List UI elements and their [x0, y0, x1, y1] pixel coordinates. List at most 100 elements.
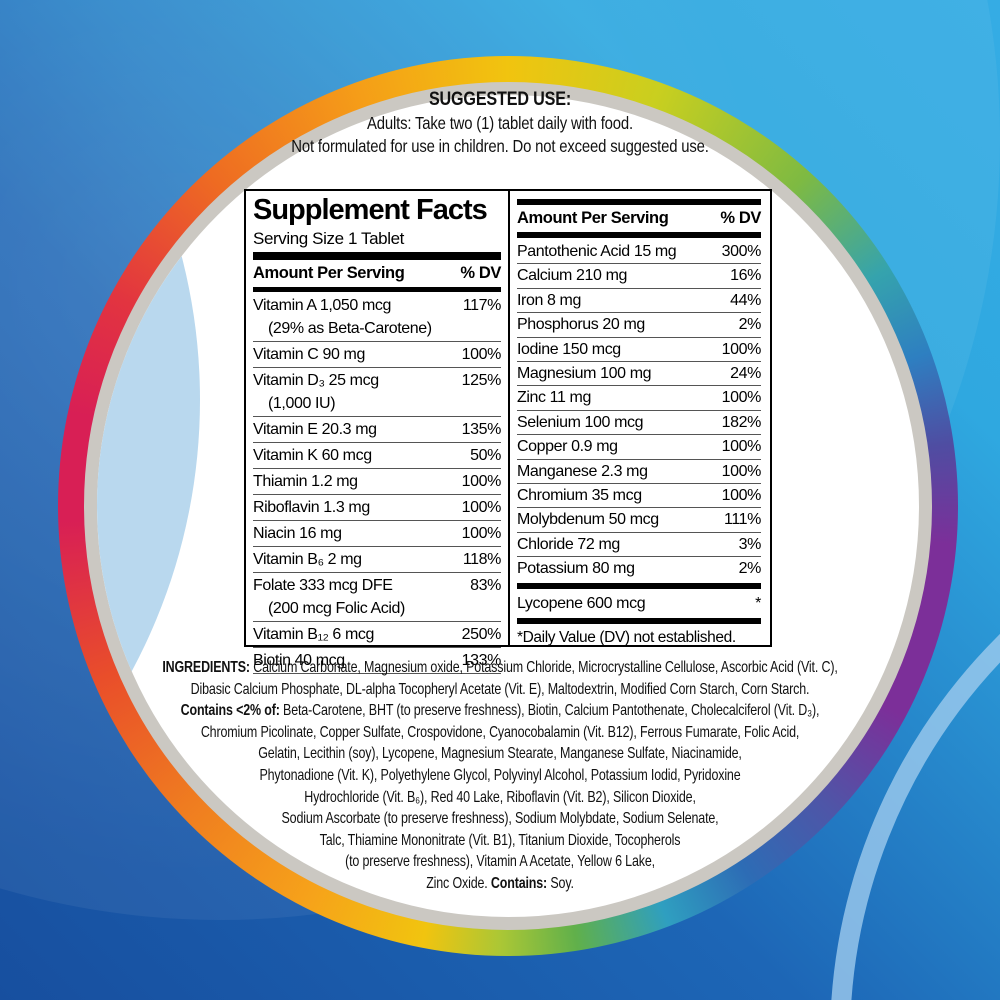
nutrient-name: Manganese 2.3 mg: [517, 462, 648, 480]
ingredients-line: Chromium Picolinate, Copper Sulfate, Cro…: [200, 723, 800, 741]
ingredients-line: Talc, Thiamine Mononitrate (Vit. B1), Ti…: [319, 831, 681, 849]
header-dv: % DV: [460, 264, 501, 282]
nutrient-dv: 100%: [721, 389, 762, 407]
ingredients-line: Gelatin, Lecithin (soy), Lycopene, Magne…: [258, 745, 742, 763]
serving-size: Serving Size 1 Tablet: [253, 229, 404, 248]
nutrient-name: Chloride 72 mg: [517, 535, 620, 553]
table-row: Potassium 80 mg 2%: [517, 557, 761, 580]
column-header: Amount Per Serving % DV: [517, 207, 761, 230]
table-row: Thiamin 1.2 mg 100%: [253, 469, 501, 495]
ingredients-line: Dibasic Calcium Phosphate, DL-alpha Toco…: [190, 680, 810, 698]
table-row: Niacin 16 mg 100%: [253, 521, 501, 547]
nutrient-name: Vitamin A 1,050 mcg: [253, 297, 391, 314]
table-row: Selenium 100 mcg 182%: [517, 411, 761, 436]
nutrient-name: Vitamin K 60 mcg: [253, 447, 372, 464]
divider-bar: [517, 582, 761, 589]
nutrient-name: Thiamin 1.2 mg: [253, 473, 358, 490]
nutrient-name: Zinc 11 mg: [517, 389, 591, 407]
table-row: Pantothenic Acid 15 mg 300%: [517, 240, 762, 265]
nutrient-dv: 16%: [730, 267, 761, 285]
ingredients-line: Contains <2% of: Beta-Carotene, BHT (to …: [180, 702, 820, 720]
table-row: Calcium 210 mg 16%: [517, 264, 761, 289]
nutrient-name: Phosphorus 20 mg: [517, 316, 645, 334]
nutrient-dv: 100%: [721, 340, 762, 358]
divider-bar: [517, 617, 761, 624]
nutrient-dv: 111%: [724, 511, 761, 529]
nutrient-name: Potassium 80 mg: [517, 560, 635, 578]
ingredients-line: Hydrochloride (Vit. B₆), Red 40 Lake, Ri…: [304, 788, 696, 806]
nutrient-name: Folate 333 mcg DFE: [253, 577, 393, 594]
divider-bar: [253, 252, 501, 260]
nutrient-dv: 250%: [461, 626, 502, 643]
supplement-facts-panel: Supplement Facts Serving Size 1 Tablet A…: [244, 189, 772, 674]
nutrient-dv: 2%: [738, 560, 762, 578]
nutrient-name: Vitamin E 20.3 mg: [253, 421, 377, 438]
nutrient-dv: 117%: [462, 297, 502, 314]
table-row: Biotin 40 mcg 133%: [253, 648, 501, 674]
table-row: Vitamin D₃ 25 mcg 125% (1,000 IU): [253, 368, 501, 417]
nutrient-name: Copper 0.9 mg: [517, 438, 618, 456]
nutrient-dv: 83%: [470, 577, 501, 594]
nutrient-name: Niacin 16 mg: [253, 525, 342, 542]
divider-bar: [253, 287, 501, 292]
dv-footnote: *Daily Value (DV) not established.: [517, 628, 736, 646]
facts-right-column: Amount Per Serving % DV Pantothenic Acid…: [510, 191, 768, 646]
table-row: Vitamin E 20.3 mg 135%: [253, 417, 501, 443]
table-row: Iodine 150 mcg 100%: [517, 338, 762, 363]
nutrient-name: Selenium 100 mcg: [517, 413, 644, 431]
nutrient-dv: 100%: [721, 438, 762, 456]
ingredients-line: INGREDIENTS: Calcium Carbonate, Magnesiu…: [162, 659, 838, 676]
ingredients-line: Phytonadione (Vit. K), Polyethylene Glyc…: [259, 766, 741, 784]
divider-bar: [517, 232, 761, 238]
table-row: Zinc 11 mg 100%: [517, 386, 762, 411]
table-row: Magnesium 100 mg 24%: [517, 362, 761, 387]
table-row: Vitamin C 90 mg 100%: [253, 342, 501, 368]
nutrient-name: Calcium 210 mg: [517, 267, 628, 285]
nutrient-name: Vitamin C 90 mg: [253, 346, 365, 363]
nutrient-dv: 3%: [738, 535, 762, 553]
nutrient-dv: 118%: [462, 551, 502, 568]
nutrient-dv: 100%: [461, 473, 502, 490]
nutrient-dv: 50%: [470, 447, 501, 464]
suggested-use-line-1: Adults: Take two (1) tablet daily with f…: [367, 113, 633, 133]
nutrient-name: Iron 8 mg: [517, 291, 581, 309]
table-row: Vitamin B₁₂ 6 mcg 250%: [253, 622, 501, 648]
nutrient-dv: 2%: [738, 316, 762, 334]
ingredients-section: INGREDIENTS: Calcium Carbonate, Magnesiu…: [0, 657, 1000, 895]
suggested-use-line-2: Not formulated for use in children. Do n…: [291, 135, 709, 156]
nutrient-name: Lycopene 600 mcg: [517, 594, 646, 612]
nutrient-dv: 300%: [721, 243, 762, 260]
nutrient-name: Pantothenic Acid 15 mg: [517, 243, 677, 260]
nutrient-dv: 24%: [730, 365, 761, 383]
nutrient-subnote: (29% as Beta-Carotene): [268, 320, 432, 337]
nutrient-subnote: (200 mcg Folic Acid): [268, 600, 405, 617]
table-row: Folate 333 mcg DFE 83% (200 mcg Folic Aci…: [253, 573, 501, 622]
ingredients-line: Zinc Oxide. Contains: Soy.: [426, 874, 574, 892]
nutrient-name: Iodine 150 mcg: [517, 340, 621, 358]
divider-bar: [517, 199, 761, 205]
nutrient-dv: 100%: [721, 487, 762, 505]
nutrient-name: Biotin 40 mcg: [253, 652, 345, 669]
suggested-use-section: SUGGESTED USE: Adults: Take two (1) tabl…: [75, 88, 925, 157]
supplement-facts-title: Supplement Facts: [253, 194, 488, 226]
table-row: Lycopene 600 mcg *: [517, 591, 761, 616]
nutrient-name: Molybdenum 50 mcg: [517, 511, 659, 529]
nutrient-dv: 135%: [461, 421, 502, 438]
nutrient-name: Riboflavin 1.3 mg: [253, 499, 370, 516]
nutrient-name: Chromium 35 mcg: [517, 487, 642, 505]
nutrient-name: Vitamin D₃ 25 mcg: [253, 372, 379, 389]
ingredients-line: (to preserve freshness), Vitamin A Aceta…: [345, 853, 655, 871]
table-row: Phosphorus 20 mg 2%: [517, 313, 762, 338]
nutrient-dv: 100%: [461, 499, 502, 516]
table-row: Chloride 72 mg 3%: [517, 533, 762, 558]
header-dv: % DV: [720, 209, 761, 227]
nutrient-dv: 125%: [461, 372, 502, 389]
table-row: Vitamin A 1,050 mcg 117% (29% as Beta-Car…: [253, 293, 501, 342]
nutrient-dv: 44%: [730, 291, 761, 309]
nutrient-dv: *: [755, 594, 761, 612]
table-row: Molybdenum 50 mcg 111%: [517, 508, 761, 533]
table-row: Vitamin K 60 mcg 50%: [253, 443, 501, 469]
nutrient-name: Vitamin B₆ 2 mg: [253, 551, 362, 568]
header-amount: Amount Per Serving: [253, 264, 405, 282]
